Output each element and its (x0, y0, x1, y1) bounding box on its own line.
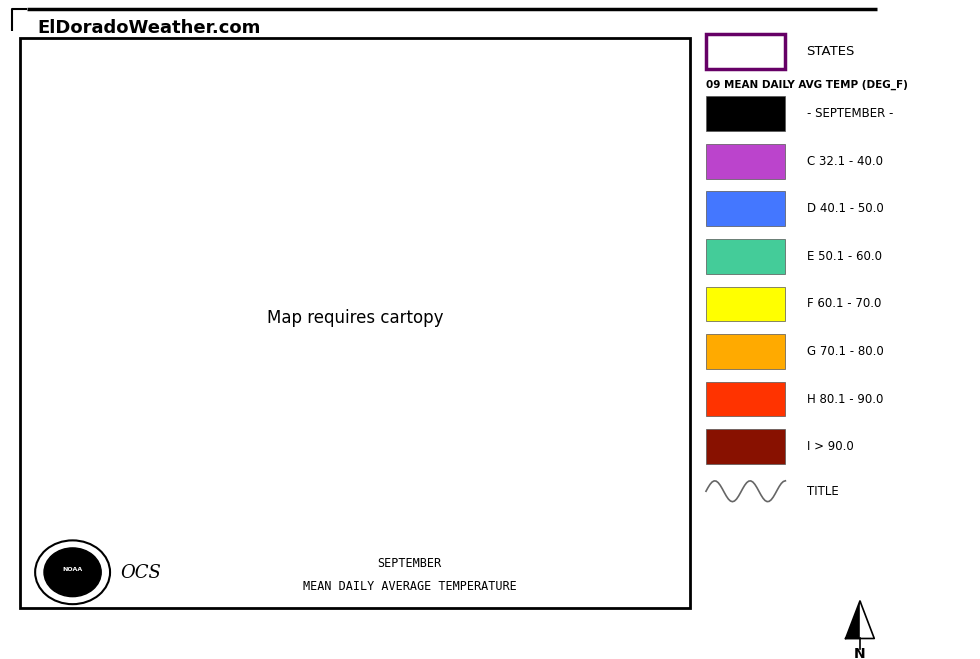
Text: F 60.1 - 70.0: F 60.1 - 70.0 (807, 297, 881, 310)
Bar (706, 96, 785, 131)
Bar (706, 191, 785, 226)
Text: TITLE: TITLE (807, 485, 838, 498)
Text: G 70.1 - 80.0: G 70.1 - 80.0 (807, 345, 883, 358)
Text: NOAA: NOAA (63, 567, 82, 572)
Text: MEAN DAILY AVERAGE TEMPERATURE: MEAN DAILY AVERAGE TEMPERATURE (303, 581, 516, 593)
Polygon shape (860, 601, 874, 639)
Text: 09 MEAN DAILY AVG TEMP (DEG_F): 09 MEAN DAILY AVG TEMP (DEG_F) (706, 80, 907, 90)
Bar (706, 334, 785, 369)
Text: N: N (855, 647, 865, 659)
Polygon shape (846, 601, 860, 639)
Bar (706, 429, 785, 464)
Text: ElDoradoWeather.com: ElDoradoWeather.com (37, 19, 261, 38)
Text: I > 90.0: I > 90.0 (807, 440, 854, 453)
Text: H 80.1 - 90.0: H 80.1 - 90.0 (807, 393, 883, 405)
Text: SEPTEMBER: SEPTEMBER (377, 557, 442, 570)
Text: - SEPTEMBER -: - SEPTEMBER - (807, 107, 893, 120)
Text: OCS: OCS (121, 565, 161, 583)
Bar (706, 34, 785, 69)
Circle shape (44, 548, 101, 596)
Circle shape (35, 540, 110, 604)
Bar (706, 144, 785, 179)
Text: Map requires cartopy: Map requires cartopy (267, 309, 444, 327)
Bar (706, 239, 785, 273)
Bar (706, 382, 785, 416)
Text: D 40.1 - 50.0: D 40.1 - 50.0 (807, 202, 883, 215)
Text: STATES: STATES (807, 45, 855, 58)
Bar (706, 287, 785, 322)
Text: E 50.1 - 60.0: E 50.1 - 60.0 (807, 250, 882, 263)
Text: C 32.1 - 40.0: C 32.1 - 40.0 (807, 155, 883, 168)
